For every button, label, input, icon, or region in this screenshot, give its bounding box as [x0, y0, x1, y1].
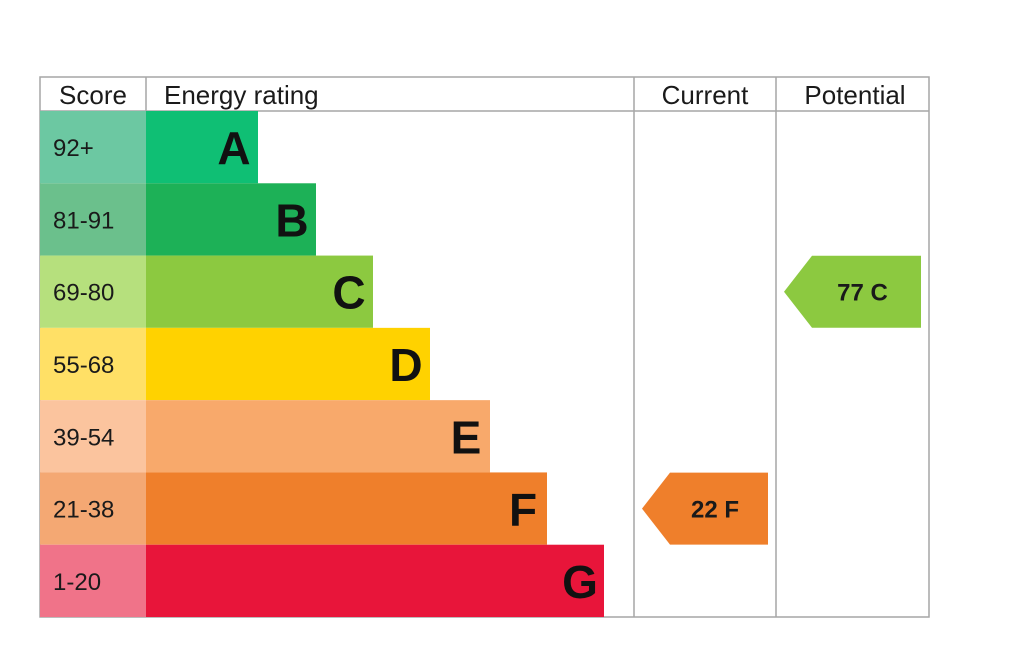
score-cell-g [40, 544, 146, 617]
header-score: Score [59, 80, 127, 110]
current-arrow [642, 472, 768, 545]
score-range-e: 39-54 [53, 424, 114, 451]
band-letter-b: B [275, 194, 308, 246]
score-cell-a [40, 111, 146, 184]
score-cell-c [40, 255, 146, 328]
score-range-g: 1-20 [53, 569, 101, 596]
score-cell-f [40, 472, 146, 545]
header-energy-rating: Energy rating [164, 80, 319, 110]
score-cell-b [40, 183, 146, 256]
band-bar-f [146, 472, 547, 545]
band-letter-d: D [389, 339, 422, 391]
band-bar-e [146, 400, 490, 473]
score-range-b: 81-91 [53, 207, 114, 234]
band-bar-c [146, 255, 373, 328]
band-letter-g: G [562, 556, 598, 608]
band-letter-a: A [217, 122, 250, 174]
band-letter-c: C [332, 267, 365, 319]
potential-rating-label: 77 C [837, 280, 888, 307]
header-current: Current [662, 80, 749, 110]
score-range-a: 92+ [53, 135, 94, 162]
score-range-c: 69-80 [53, 280, 114, 307]
potential-arrow [784, 255, 921, 328]
band-bar-g [146, 544, 604, 617]
band-bar-b [146, 183, 316, 256]
score-range-f: 21-38 [53, 497, 114, 524]
score-range-d: 55-68 [53, 352, 114, 379]
header-potential: Potential [804, 80, 905, 110]
current-rating-label: 22 F [691, 497, 739, 524]
score-cell-e [40, 400, 146, 473]
band-letter-e: E [451, 411, 482, 463]
rating-bands: 92+ A 81-91 B 69-80 C 55-68 D 39-54 E 21-38 F 1-20 G [40, 111, 604, 617]
band-letter-f: F [509, 484, 537, 536]
rating-arrows: 22 F 77 C [642, 255, 921, 545]
band-bar-a [146, 111, 258, 184]
band-bar-d [146, 327, 430, 401]
score-cell-d [40, 327, 146, 401]
